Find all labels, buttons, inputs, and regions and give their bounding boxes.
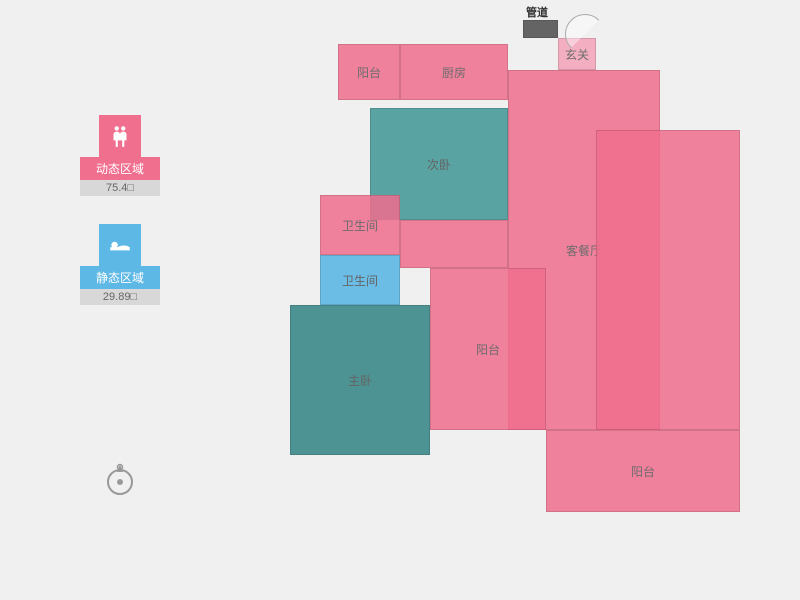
legend-dynamic: 动态区域 75.4□ xyxy=(80,115,160,196)
room-label-bath2: 卫生间 xyxy=(342,272,378,289)
room-label-bed2: 次卧 xyxy=(427,156,451,173)
room-label-entry: 玄关 xyxy=(565,46,589,63)
room-label-bath1: 卫生间 xyxy=(342,217,378,234)
room-bath2: 卫生间 xyxy=(320,255,400,305)
room-balcony_bot: 阳台 xyxy=(546,430,740,512)
room-pipe xyxy=(523,20,558,38)
floor-plan: 管道 玄关阳台厨房客餐厅次卧卫生间卫生间主卧阳台阳台 xyxy=(270,20,770,580)
room-label-balcony_top: 阳台 xyxy=(357,64,381,81)
room-balcony_mid: 阳台 xyxy=(430,268,546,430)
legend-dynamic-label: 动态区域 xyxy=(80,157,160,180)
room-balcony_top: 阳台 xyxy=(338,44,400,100)
people-icon xyxy=(99,115,141,157)
legend-dynamic-value: 75.4□ xyxy=(80,180,160,196)
legend-static-label: 静态区域 xyxy=(80,266,160,289)
room-label-kitchen: 厨房 xyxy=(442,64,466,81)
room-label-bed1: 主卧 xyxy=(348,372,372,389)
sleep-icon xyxy=(99,224,141,266)
room-kitchen: 厨房 xyxy=(400,44,508,100)
legend-static-value: 29.89□ xyxy=(80,289,160,305)
room-bed1: 主卧 xyxy=(290,305,430,455)
pipe-label: 管道 xyxy=(526,4,548,20)
legend-panel: 动态区域 75.4□ 静态区域 29.89□ xyxy=(80,115,160,333)
legend-static: 静态区域 29.89□ xyxy=(80,224,160,305)
room-bath1: 卫生间 xyxy=(320,195,400,255)
compass-icon xyxy=(100,460,140,500)
room-living_ext xyxy=(596,130,740,430)
room-label-balcony_mid: 阳台 xyxy=(476,341,500,358)
room-entry: 玄关 xyxy=(558,38,596,70)
room-hallway xyxy=(400,220,508,268)
room-label-balcony_bot: 阳台 xyxy=(631,463,655,480)
